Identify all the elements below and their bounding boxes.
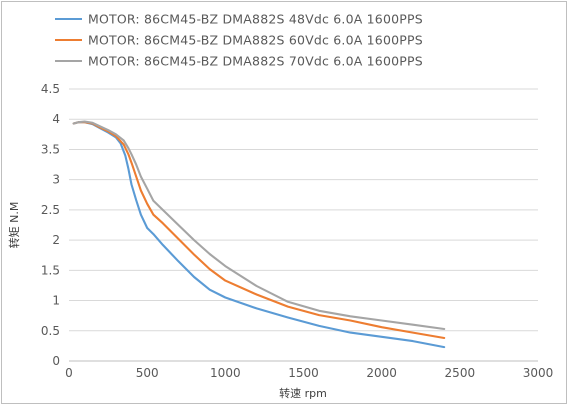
x-tick-label-3: 1500 [288, 366, 319, 380]
x-tick-label-5: 2500 [445, 366, 476, 380]
series-line-2 [72, 120, 446, 331]
grid-lines [69, 88, 538, 332]
x-axis-title: 转速 rpm [279, 386, 327, 400]
y-axis-title: 转矩 N.M [7, 202, 21, 249]
series-lines [72, 120, 446, 349]
y-tick-label-1: 0.5 [41, 324, 60, 338]
legend-label-1: MOTOR: 86CM45-BZ DMA882S 60Vdc 6.0A 1600… [88, 33, 423, 48]
y-tick-label-8: 4 [52, 112, 60, 126]
x-tick-label-4: 2000 [366, 366, 397, 380]
y-tick-label-9: 4.5 [41, 82, 60, 96]
legend: MOTOR: 86CM45-BZ DMA882S 48Vdc 6.0A 1600… [55, 12, 423, 69]
y-tick-label-4: 2 [52, 233, 60, 247]
y-tick-label-5: 2.5 [41, 203, 60, 217]
y-tick-label-3: 1.5 [41, 263, 60, 277]
y-tick-label-7: 3.5 [41, 142, 60, 156]
y-tick-label-6: 3 [52, 173, 60, 187]
y-tick-label-2: 1 [52, 294, 60, 308]
y-tick-label-0: 0 [52, 354, 60, 368]
x-tick-label-6: 3000 [523, 366, 554, 380]
legend-label-2: MOTOR: 86CM45-BZ DMA882S 70Vdc 6.0A 1600… [88, 54, 423, 69]
legend-label-0: MOTOR: 86CM45-BZ DMA882S 48Vdc 6.0A 1600… [88, 12, 423, 27]
x-tick-label-1: 500 [136, 366, 159, 380]
axes: 0 0.5 1 1.5 2 2.5 3 3.5 4 4.5 0 500 1000 1500 2000 2500… [41, 82, 553, 380]
x-tick-label-0: 0 [65, 366, 73, 380]
series-line-1 [72, 121, 446, 340]
x-tick-label-2: 1000 [210, 366, 241, 380]
